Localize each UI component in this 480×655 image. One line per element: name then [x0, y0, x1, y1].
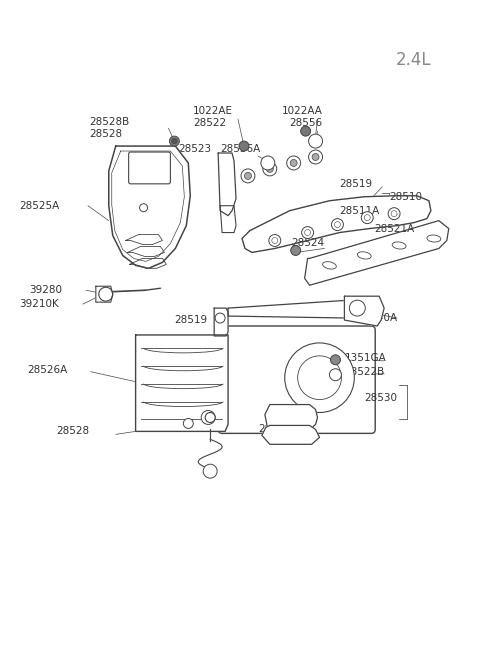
- Ellipse shape: [358, 252, 371, 259]
- Polygon shape: [305, 221, 449, 285]
- Circle shape: [361, 212, 373, 223]
- Text: 28519B: 28519B: [258, 424, 298, 434]
- Ellipse shape: [323, 261, 336, 269]
- Polygon shape: [96, 286, 113, 302]
- Text: 28522B: 28522B: [344, 367, 384, 377]
- Circle shape: [298, 356, 341, 400]
- Text: 1022AE: 1022AE: [193, 106, 233, 116]
- Circle shape: [269, 234, 281, 246]
- Text: 28524: 28524: [292, 238, 325, 248]
- Circle shape: [203, 464, 217, 478]
- Circle shape: [171, 138, 178, 144]
- Polygon shape: [228, 300, 367, 320]
- Circle shape: [291, 246, 300, 255]
- Text: 39210C: 39210C: [176, 413, 217, 422]
- Polygon shape: [265, 405, 318, 430]
- Text: 39280: 39280: [29, 285, 62, 295]
- Circle shape: [301, 227, 313, 238]
- FancyBboxPatch shape: [218, 326, 375, 434]
- Circle shape: [239, 141, 249, 151]
- Circle shape: [183, 419, 193, 428]
- Polygon shape: [344, 296, 384, 326]
- Text: 28556A: 28556A: [220, 144, 260, 154]
- Text: 28526A: 28526A: [27, 365, 68, 375]
- Text: 28528: 28528: [56, 426, 89, 436]
- Text: I○I: I○I: [143, 163, 156, 173]
- Circle shape: [261, 156, 275, 170]
- Polygon shape: [220, 206, 236, 233]
- Circle shape: [272, 238, 278, 244]
- Circle shape: [285, 343, 354, 413]
- Polygon shape: [214, 308, 228, 336]
- Circle shape: [335, 221, 340, 227]
- Text: 28510: 28510: [389, 192, 422, 202]
- Text: 28511A: 28511A: [339, 206, 380, 215]
- Circle shape: [388, 208, 400, 219]
- Polygon shape: [136, 335, 228, 432]
- Circle shape: [312, 153, 319, 160]
- Text: 28523: 28523: [179, 144, 212, 154]
- Ellipse shape: [392, 242, 406, 249]
- Ellipse shape: [427, 235, 441, 242]
- Circle shape: [364, 215, 370, 221]
- FancyBboxPatch shape: [129, 152, 170, 184]
- Circle shape: [215, 313, 225, 323]
- Polygon shape: [109, 146, 190, 269]
- Circle shape: [99, 288, 113, 301]
- Text: 28528B: 28528B: [89, 117, 129, 127]
- Polygon shape: [262, 426, 320, 444]
- Text: 28540A: 28540A: [357, 313, 397, 323]
- Text: 1022AA: 1022AA: [282, 106, 323, 116]
- Text: 28556: 28556: [290, 118, 323, 128]
- Circle shape: [349, 300, 365, 316]
- Circle shape: [263, 162, 277, 176]
- Text: 28519: 28519: [174, 315, 207, 325]
- Circle shape: [266, 166, 273, 172]
- Circle shape: [330, 355, 340, 365]
- Text: 28519: 28519: [339, 179, 372, 189]
- Circle shape: [244, 172, 252, 179]
- Text: 28522: 28522: [193, 118, 227, 128]
- Circle shape: [309, 150, 323, 164]
- Circle shape: [305, 229, 311, 236]
- Circle shape: [241, 169, 255, 183]
- Circle shape: [169, 136, 180, 146]
- Circle shape: [309, 134, 323, 148]
- Circle shape: [290, 159, 297, 166]
- Text: 28530: 28530: [364, 392, 397, 403]
- Circle shape: [332, 219, 343, 231]
- Circle shape: [300, 126, 311, 136]
- Circle shape: [287, 156, 300, 170]
- Text: 2.4L: 2.4L: [396, 50, 432, 69]
- Polygon shape: [242, 196, 431, 252]
- Text: 28528: 28528: [89, 129, 122, 139]
- Text: 39210K: 39210K: [19, 299, 59, 309]
- Circle shape: [205, 413, 215, 422]
- Polygon shape: [218, 153, 236, 215]
- Text: 1351GA: 1351GA: [344, 353, 386, 363]
- Circle shape: [140, 204, 147, 212]
- Circle shape: [201, 411, 215, 424]
- Circle shape: [391, 211, 397, 217]
- Circle shape: [329, 369, 341, 381]
- Text: 28525A: 28525A: [19, 200, 60, 211]
- Text: 28521A: 28521A: [374, 223, 414, 234]
